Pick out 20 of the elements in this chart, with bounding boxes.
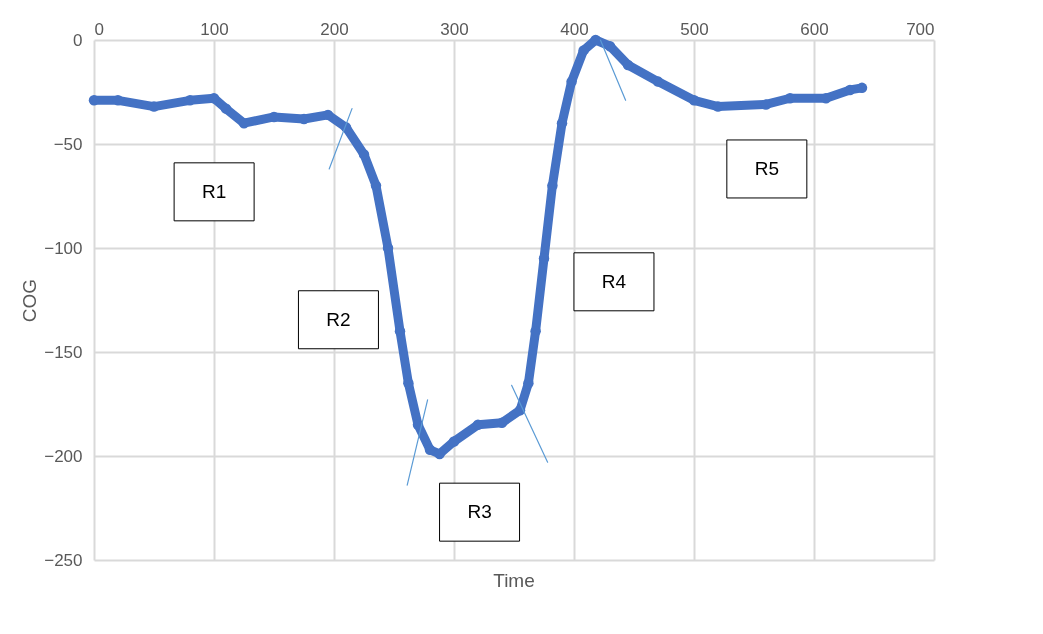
y-tick-label: −50 [53, 134, 83, 154]
x-tick-label: 500 [680, 19, 709, 39]
y-axis-title: COG [19, 278, 41, 323]
x-tick-label: 100 [200, 19, 229, 39]
annotation: R1 [201, 180, 227, 202]
x-tick-label: 400 [560, 19, 589, 39]
x-tick-label: 700 [906, 19, 935, 39]
annotation: R5 [754, 157, 779, 179]
y-tick-label: −100 [44, 238, 83, 258]
annotation: R4 [601, 270, 627, 292]
y-tick-label: −150 [44, 342, 83, 362]
annotation: R2 [326, 308, 351, 330]
y-tick-label: −250 [44, 550, 83, 570]
x-tick-label: 300 [440, 19, 469, 39]
x-tick-label: 200 [320, 19, 349, 39]
y-tick-label: −200 [44, 446, 83, 466]
x-tick-label: 600 [800, 19, 829, 39]
annotation: R3 [467, 501, 492, 523]
x-axis-title: Time [493, 570, 535, 591]
x-tick-label: 0 [94, 19, 104, 39]
